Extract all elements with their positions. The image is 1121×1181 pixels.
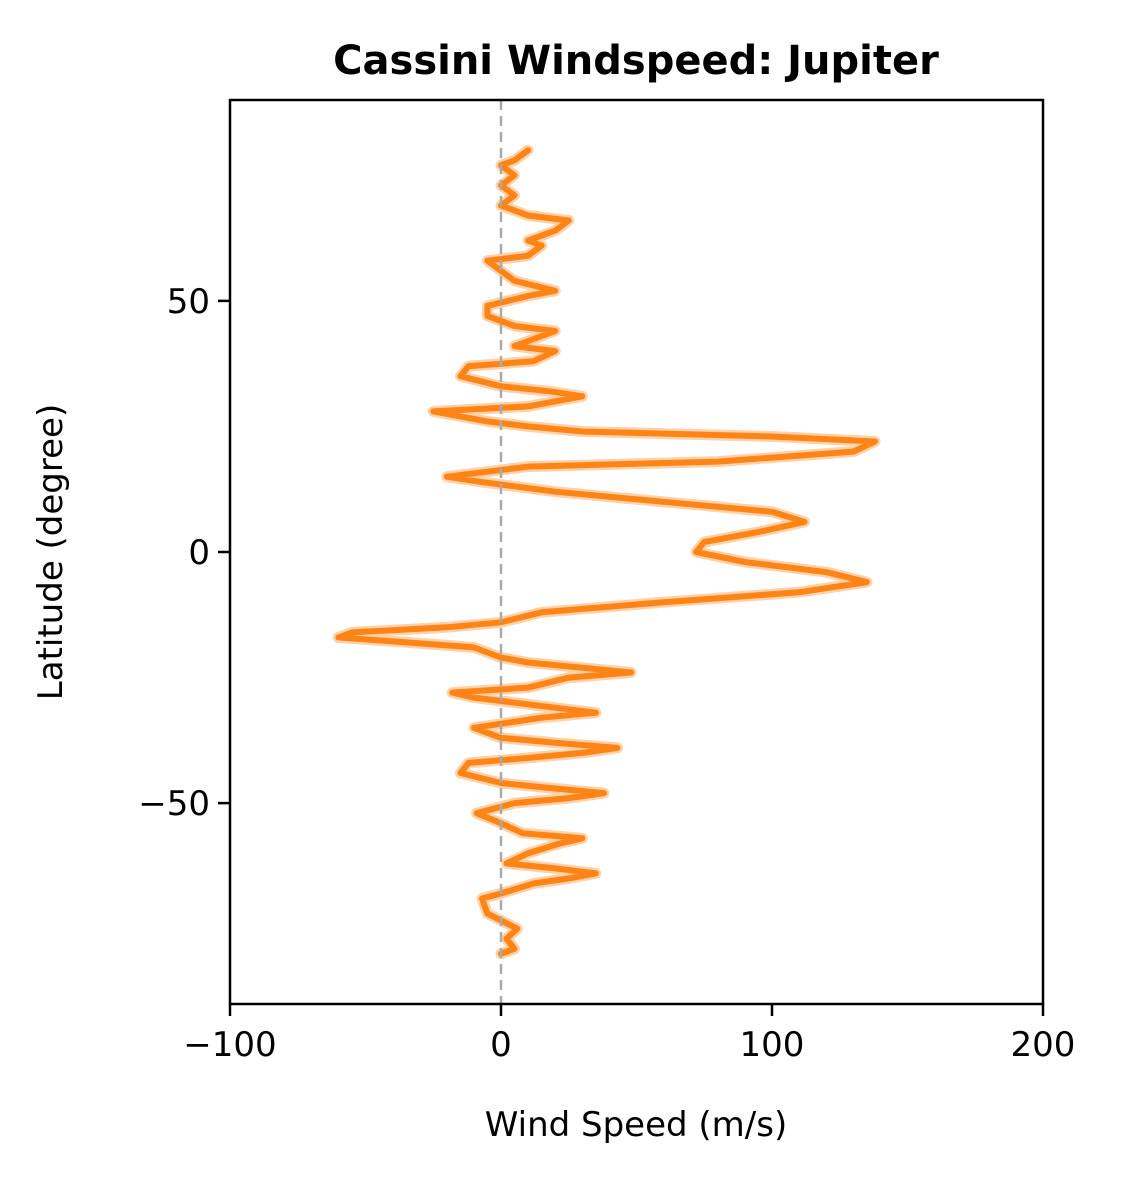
series-line (335, 147, 878, 957)
y-tick-label: −50 (138, 784, 210, 824)
y-tick-label: 0 (188, 533, 210, 573)
chart-title: Cassini Windspeed: Jupiter (333, 38, 939, 84)
x-tick-label: 100 (740, 1025, 805, 1065)
x-tick-label: 200 (1011, 1025, 1076, 1065)
x-tick-label: −100 (183, 1025, 276, 1065)
axis-ticks: −100 0 100 200 50 0 −50 (138, 282, 1075, 1065)
x-axis-label: Wind Speed (m/s) (485, 1105, 787, 1145)
y-axis-label: Latitude (degree) (31, 404, 71, 700)
y-tick-label: 50 (167, 282, 210, 322)
x-tick-label: 0 (490, 1025, 512, 1065)
